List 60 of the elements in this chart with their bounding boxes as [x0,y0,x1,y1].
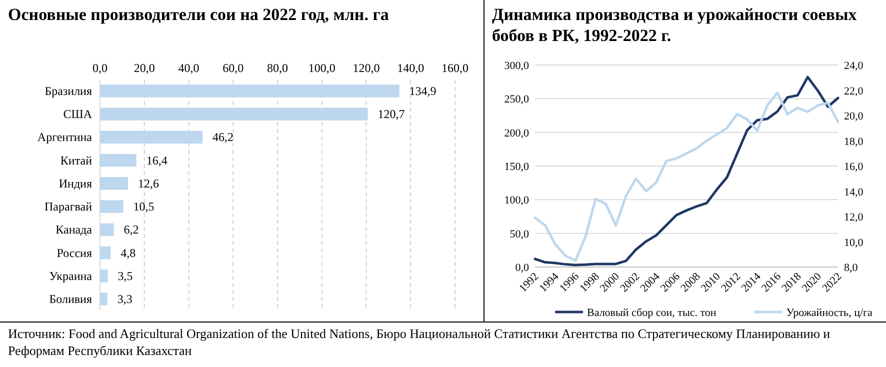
x-tick-label: 160,0 [442,61,468,75]
y2-tick-label: 20,0 [844,110,864,122]
x-tick-label: 120,0 [352,61,380,75]
bar [100,246,111,260]
y-tick-label: Китай [60,153,93,168]
bar [100,200,124,213]
y2-tick-label: 18,0 [844,136,864,148]
data-label: 4,8 [120,246,136,260]
legend-label: Валовый сбор сои, тыс. тон [587,307,716,319]
data-label: 6,2 [124,222,139,237]
y-tick-label: 300,0 [504,60,530,72]
y2-tick-label: 14,0 [844,186,864,198]
x-tick-label: 80,0 [267,61,288,75]
chart-title: Основные производители сои на 2022 год, млн. га [8,5,390,24]
y-tick-label: 0,0 [515,262,530,274]
y-tick-label: Аргентина [37,130,93,144]
legend-label: Урожайность, ц/га [786,307,873,319]
y-tick-label: 50,0 [510,228,530,240]
y-tick-label: Канада [56,222,93,237]
bar [100,84,400,98]
y-tick-label: 250,0 [504,94,530,106]
x-tick-label: 20,0 [134,61,155,75]
x-tick-label: 140,0 [397,61,424,75]
bar [100,154,136,167]
data-label: 3,3 [117,292,132,306]
data-label: 16,4 [146,153,168,168]
y-tick-label: Бразилия [44,84,92,98]
data-label: 12,6 [138,176,159,190]
bar [100,292,108,306]
y-tick-label: США [63,107,92,122]
x-tick-label: 0,0 [92,61,108,75]
y-tick-label: 100,0 [504,194,530,207]
y2-tick-label: 22,0 [844,85,864,98]
y-tick-label: 150,0 [504,161,530,173]
text: Источник: Food and Agricultural Organization of the United Nations, Бюро Национальной Статистики Агентства по Стратегическому Планированию и Реформам Республики Казахстан [8,326,830,358]
bar [100,223,114,236]
y-tick-label: 200,0 [504,127,530,140]
y-tick-label: Украина [49,268,93,283]
y2-tick-label: 16,0 [844,161,864,173]
y2-tick-label: 24,0 [844,60,864,72]
x-tick-label: 40,0 [178,61,200,75]
y2-tick-label: 8,0 [844,262,858,274]
data-label: 46,2 [212,130,234,144]
y2-tick-label: 10,0 [844,236,864,249]
y2-tick-label: 12,0 [844,212,864,224]
y-tick-label: Боливия [49,292,92,306]
data-label: 134,9 [409,84,436,98]
bar [100,108,368,120]
data-label: 120,7 [378,107,405,122]
chart-title: Динамика производства и урожайности соевых бобов в РК, 1992-2022 г. [492,5,858,45]
data-label: 3,5 [118,268,133,283]
bar [100,270,108,282]
bar [100,177,128,190]
x-tick-label: 60,0 [222,61,244,75]
y-tick-label: Индия [58,176,92,190]
x-tick-label: 100,0 [308,61,336,75]
y-tick-label: Россия [56,246,92,260]
bar [100,130,203,144]
data-label: 10,5 [133,200,154,214]
y-tick-label: Парагвай [44,200,93,214]
